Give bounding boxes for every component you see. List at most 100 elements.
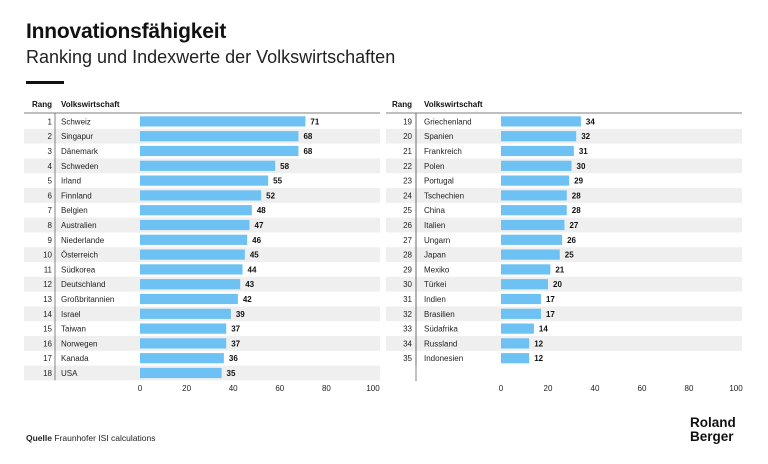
rank-label: 26: [403, 221, 412, 230]
x-tick-label: 60: [638, 384, 647, 393]
country-label: Dänemark: [61, 147, 99, 156]
country-label: Portugal: [424, 177, 454, 186]
country-label: Irland: [61, 177, 81, 186]
value-label: 28: [572, 206, 581, 215]
rank-label: 25: [403, 206, 412, 215]
rank-label: 21: [403, 147, 412, 156]
rank-label: 17: [43, 354, 52, 363]
rank-label: 24: [403, 191, 412, 200]
rank-label: 15: [43, 325, 52, 334]
value-label: 25: [565, 251, 574, 260]
country-label: Tschechien: [424, 191, 464, 200]
country-label: China: [424, 206, 445, 215]
bar: [501, 175, 570, 186]
country-label: USA: [61, 369, 78, 378]
country-label: Schweiz: [61, 117, 91, 126]
rank-label: 7: [48, 206, 53, 215]
bar: [140, 338, 227, 349]
country-label: Großbritannien: [61, 295, 114, 304]
value-label: 52: [266, 191, 275, 200]
country-label: Frankreich: [424, 147, 462, 156]
value-label: 20: [553, 280, 562, 289]
x-tick-label: 0: [499, 384, 504, 393]
chart-title: Innovationsfähigkeit: [26, 20, 227, 43]
country-label: Russland: [424, 339, 457, 348]
rank-label: 3: [48, 147, 53, 156]
bar: [501, 279, 548, 290]
value-label: 26: [567, 236, 576, 245]
rank-label: 12: [43, 280, 52, 289]
rank-label: 14: [43, 310, 52, 319]
rank-label: 29: [403, 265, 412, 274]
country-label: Israel: [61, 310, 81, 319]
country-label: Brasilien: [424, 310, 455, 319]
rank-column-header: Rang: [32, 100, 52, 109]
rank-label: 16: [43, 339, 52, 348]
rank-label: 4: [48, 162, 53, 171]
bar: [140, 293, 238, 305]
bar: [140, 264, 243, 275]
value-label: 48: [257, 206, 266, 215]
bar: [140, 116, 306, 127]
value-label: 29: [574, 177, 583, 186]
rank-label: 13: [43, 295, 52, 304]
country-label: Indonesien: [424, 354, 463, 363]
bar: [140, 160, 276, 171]
country-label: Österreich: [61, 251, 98, 260]
x-tick-label: 20: [182, 384, 191, 393]
rank-label: 28: [403, 251, 412, 260]
bar: [501, 160, 572, 171]
rank-label: 6: [48, 191, 53, 200]
country-label: Norwegen: [61, 339, 97, 348]
country-label: Polen: [424, 162, 444, 171]
bar: [140, 308, 231, 319]
bar: [501, 116, 581, 127]
x-tick-label: 40: [591, 384, 600, 393]
country-label: Südafrika: [424, 325, 458, 334]
bar: [501, 293, 541, 305]
bar: [140, 323, 227, 334]
rank-label: 8: [48, 221, 53, 230]
value-label: 44: [248, 265, 257, 274]
rank-label: 10: [43, 251, 52, 260]
value-label: 37: [231, 339, 240, 348]
rank-column-header: Rang: [392, 100, 412, 109]
chart-subtitle: Ranking und Indexwerte der Volkswirtscha…: [26, 47, 396, 67]
rank-label: 27: [403, 236, 412, 245]
value-label: 55: [273, 177, 282, 186]
rank-label: 5: [48, 177, 53, 186]
rank-label: 19: [403, 117, 412, 126]
value-label: 28: [572, 191, 581, 200]
country-label: Indien: [424, 295, 446, 304]
value-label: 34: [586, 117, 595, 126]
row-shade: [386, 306, 742, 322]
bar: [501, 145, 574, 157]
rank-label: 22: [403, 162, 412, 171]
country-label: Mexiko: [424, 265, 450, 274]
value-label: 17: [546, 295, 555, 304]
title-accent-line: [26, 81, 64, 84]
country-label: Taiwan: [61, 325, 86, 334]
row-shade: [386, 247, 742, 262]
country-label: Südkorea: [61, 265, 96, 274]
value-label: 45: [250, 251, 259, 260]
bar: [140, 205, 252, 216]
country-label: Spanien: [424, 132, 453, 141]
bar: [140, 249, 245, 260]
value-label: 12: [534, 354, 543, 363]
logo-line-2: Berger: [690, 429, 734, 444]
value-label: 30: [577, 162, 586, 171]
bar: [501, 264, 551, 275]
source-label: Quelle: [26, 433, 52, 443]
value-label: 14: [539, 325, 548, 334]
rank-label: 1: [48, 117, 53, 126]
value-label: 17: [546, 310, 555, 319]
bar: [501, 353, 530, 364]
rank-label: 35: [403, 354, 412, 363]
value-label: 46: [252, 236, 261, 245]
rank-label: 34: [403, 339, 412, 348]
bar: [501, 323, 534, 334]
logo-line-1: Roland: [690, 415, 736, 430]
rank-label: 2: [48, 132, 53, 141]
